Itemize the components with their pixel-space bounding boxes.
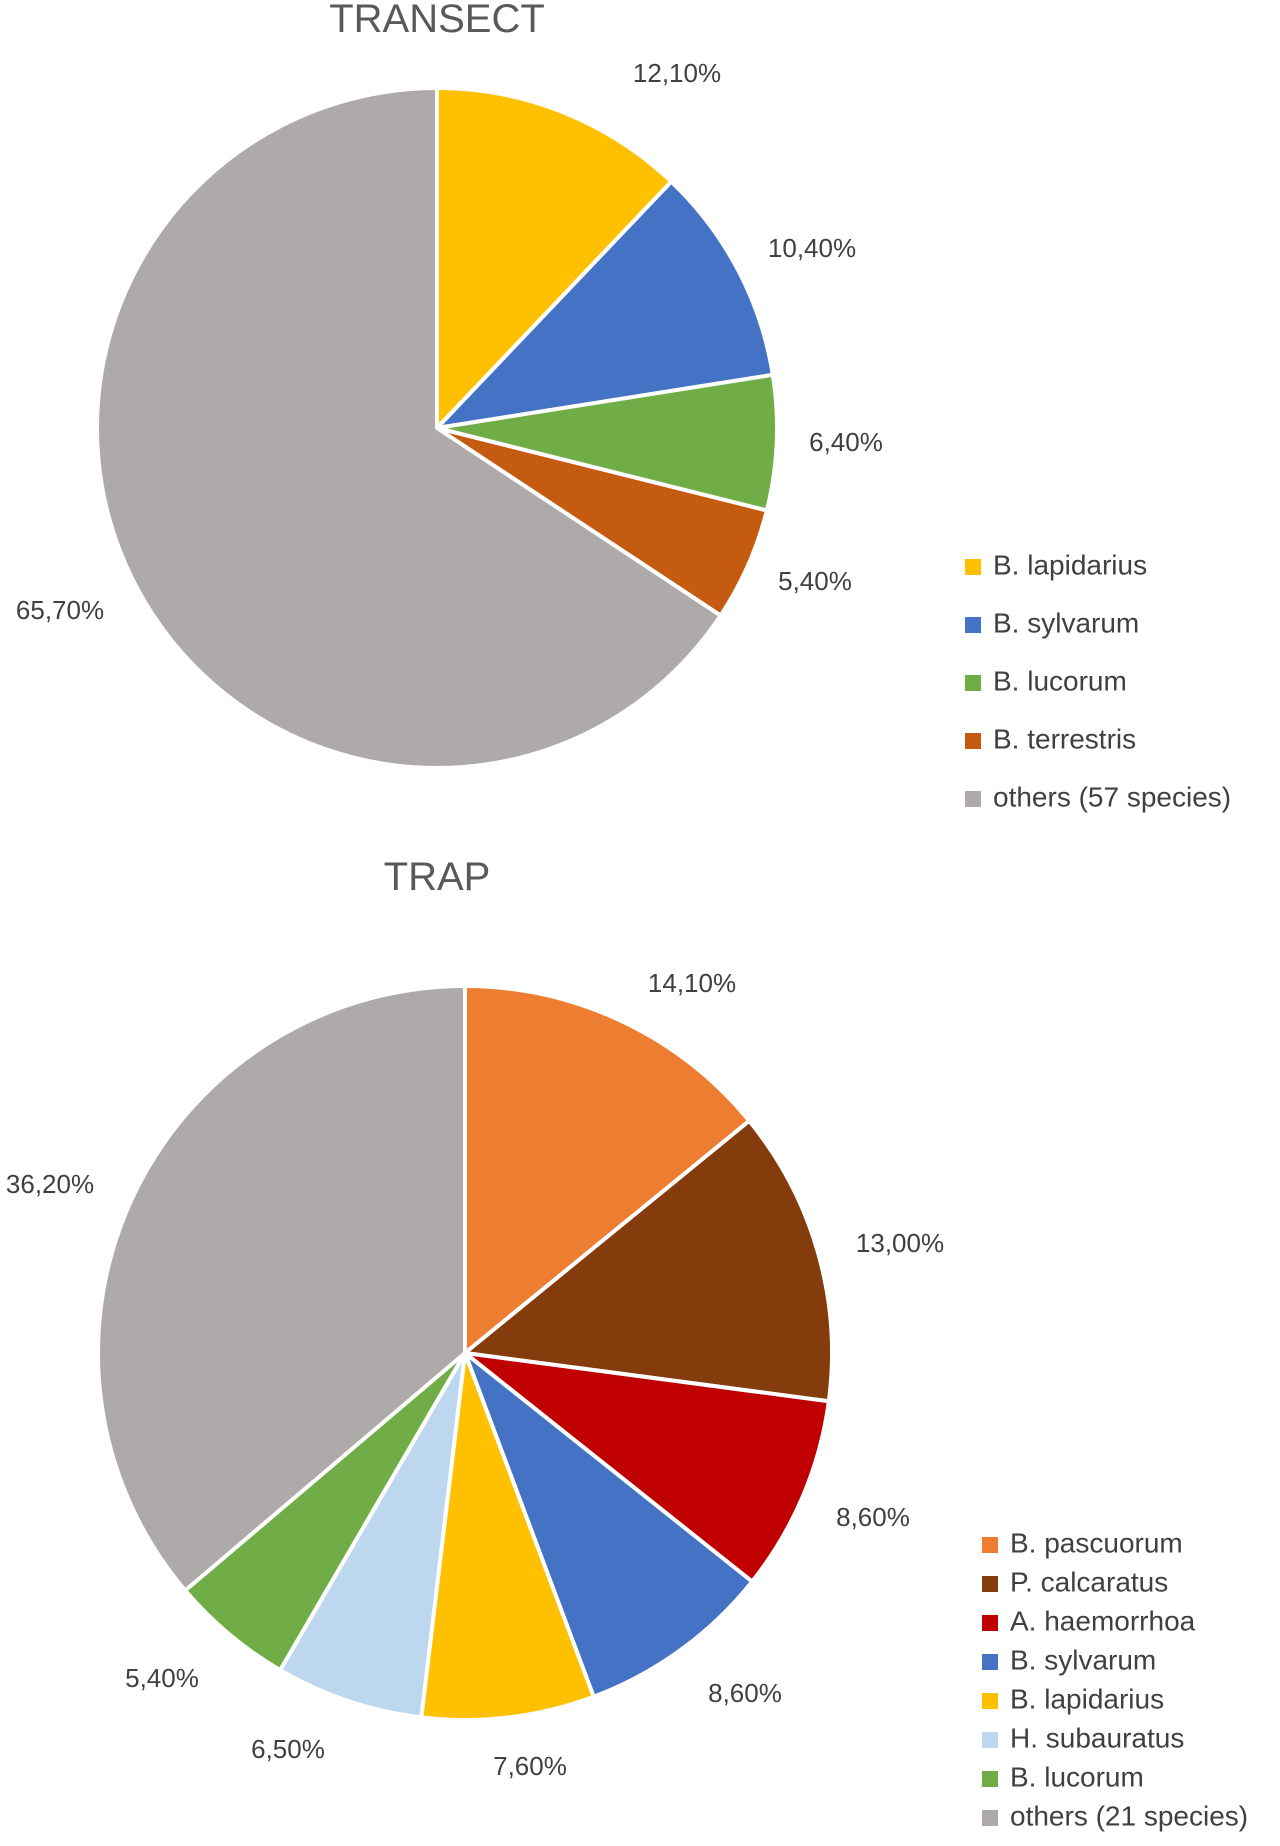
legend-label: B. lucorum	[993, 665, 1127, 696]
legend-label: B. lapidarius	[1010, 1683, 1164, 1714]
legend: B. pascuorum P. calcaratus A. haemorrhoa B.…	[982, 1527, 1248, 1831]
data-label: 6,40%	[809, 427, 883, 457]
legend-label: A. haemorrhoa	[1010, 1605, 1196, 1636]
legend-swatch	[982, 1654, 998, 1670]
data-label: 8,60%	[708, 1678, 782, 1708]
legend-swatch	[965, 791, 981, 807]
chart-title: TRAP	[384, 855, 491, 899]
data-label: 13,00%	[856, 1228, 944, 1258]
legend-label: B. lapidarius	[993, 549, 1147, 580]
legend-swatch	[982, 1537, 998, 1553]
data-label: 7,60%	[493, 1751, 567, 1781]
data-labels: 12,10% 10,40% 6,40% 5,40% 65,70%	[16, 58, 883, 625]
data-label: 12,10%	[633, 58, 721, 88]
legend-label: B. sylvarum	[993, 607, 1139, 638]
pie-slice	[463, 1118, 834, 1404]
pie-slice	[463, 984, 752, 1355]
pie-slice	[463, 1351, 831, 1584]
legend-label: B. sylvarum	[1010, 1644, 1156, 1675]
data-label: 36,20%	[6, 1169, 94, 1199]
pie-slices	[95, 86, 779, 770]
data-label: 14,10%	[648, 968, 736, 998]
legend-label: H. subauratus	[1010, 1722, 1184, 1753]
legend-label: B. lucorum	[1010, 1761, 1144, 1792]
data-label: 65,70%	[16, 595, 104, 625]
legend-swatch	[982, 1771, 998, 1787]
legend-swatch	[965, 559, 981, 575]
legend-label: others (21 species)	[1010, 1800, 1248, 1831]
chart-title: TRANSECT	[329, 0, 545, 41]
pie-slice	[435, 86, 674, 430]
data-labels: 14,10% 13,00% 8,60% 8,60% 7,60% 6,50% 5,40% 36,…	[6, 968, 944, 1781]
data-label: 6,50%	[251, 1734, 325, 1764]
pie-slice	[435, 179, 775, 430]
legend-swatch	[982, 1576, 998, 1592]
data-label: 5,40%	[125, 1663, 199, 1693]
legend-label: others (57 species)	[993, 781, 1231, 812]
data-label: 10,40%	[768, 233, 856, 263]
pie-slice	[435, 372, 779, 513]
chart-trap: TRAP 14,10% 13,00% 8,60% 8,60% 7,60% 6,50% 5,4…	[6, 855, 1248, 1831]
legend-label: B. pascuorum	[1010, 1527, 1183, 1558]
legend-swatch	[982, 1732, 998, 1748]
legend-swatch	[982, 1810, 998, 1826]
pie-slice	[463, 1351, 755, 1699]
legend-swatch	[982, 1693, 998, 1709]
pie-slice	[278, 1351, 467, 1720]
data-label: 5,40%	[778, 566, 852, 596]
pie-slice	[419, 1351, 596, 1722]
data-label: 8,60%	[836, 1502, 910, 1532]
pie-slice	[95, 86, 723, 770]
legend-swatch	[965, 675, 981, 691]
legend: B. lapidarius B. sylvarum B. lucorum B. ter…	[965, 549, 1231, 812]
legend-swatch	[982, 1615, 998, 1631]
legend-label: P. calcaratus	[1010, 1566, 1168, 1597]
legend-swatch	[965, 733, 981, 749]
pie-slice	[96, 984, 467, 1593]
chart-transect: TRANSECT 12,10% 10,40% 6,40% 5,40% 65,70% B.…	[16, 0, 1231, 812]
legend-label: B. terrestris	[993, 723, 1136, 754]
pie-slices	[96, 984, 834, 1722]
legend-swatch	[965, 617, 981, 633]
